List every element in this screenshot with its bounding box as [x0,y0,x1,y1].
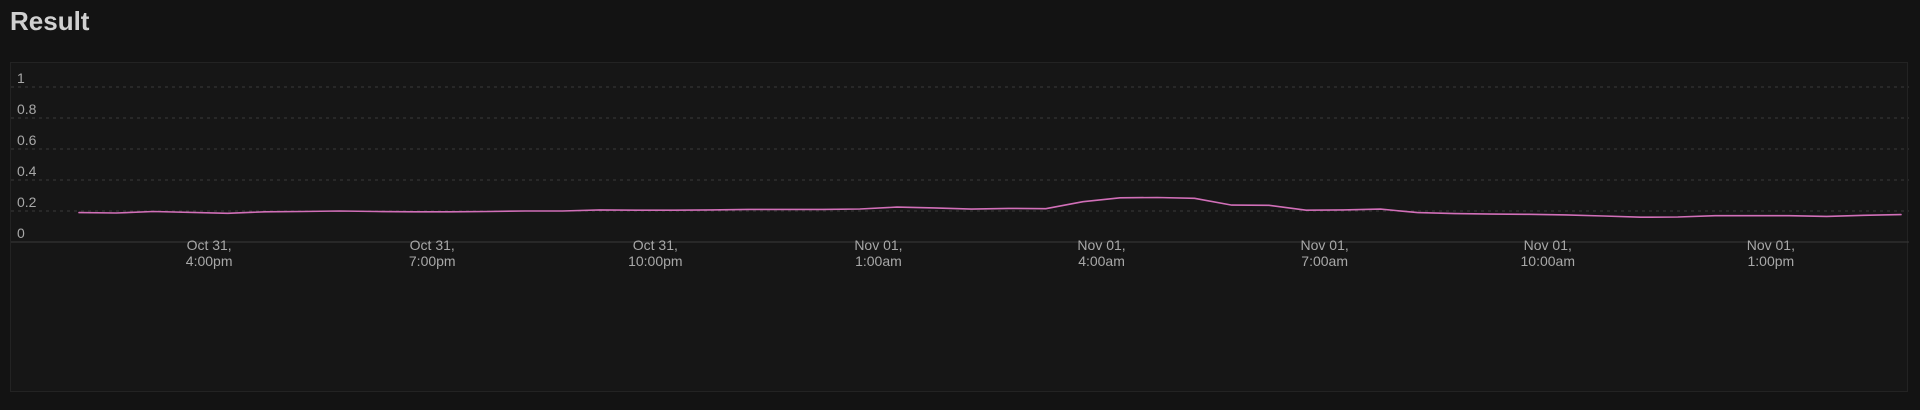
series-line [78,196,1902,218]
series-layer [78,196,1902,218]
y-tick-label: 0.2 [17,194,37,210]
x-tick-label-time: 4:00am [1078,253,1125,269]
chart-panel: 1 0.8 0.6 0.4 0.2 0 Oct 31, 4:00pm Oct 31, 7:00p… [10,62,1909,392]
x-tick-label-time: 7:00pm [409,253,456,269]
x-tick: Nov 01,10:00am [1521,237,1575,269]
x-tick-label-date: Nov 01, [1747,237,1795,253]
x-tick: Oct 31,7:00pm [409,237,456,269]
x-tick-label-time: 1:00am [855,253,902,269]
x-tick-label-date: Nov 01, [1301,237,1349,253]
x-tick-label-time: 7:00am [1301,253,1348,269]
y-axis-ticks: 1 0.8 0.6 0.4 0.2 0 [17,70,37,241]
x-tick-label-date: Nov 01, [1524,237,1572,253]
x-tick: Nov 01,1:00am [854,237,902,269]
x-tick: Nov 01,1:00pm [1747,237,1795,269]
x-tick-label-time: 10:00am [1521,253,1575,269]
y-tick-label: 0.6 [17,132,37,148]
x-tick-label-date: Oct 31, [633,237,678,253]
x-tick-label-date: Oct 31, [410,237,455,253]
x-tick: Nov 01,7:00am [1301,237,1349,269]
y-tick-label: 1 [17,70,25,86]
x-tick: Nov 01,4:00am [1077,237,1125,269]
x-tick-label-time: 4:00pm [186,253,233,269]
x-tick-label-time: 1:00pm [1748,253,1795,269]
x-tick-label-date: Oct 31, [187,237,232,253]
x-tick-label-date: Nov 01, [1077,237,1125,253]
x-tick-label-time: 10:00pm [628,253,682,269]
y-tick-label: 0 [17,225,25,241]
y-tick-label: 0.4 [17,163,37,179]
page-title: Result [10,6,90,36]
x-tick-label-date: Nov 01, [854,237,902,253]
x-tick: Oct 31,10:00pm [628,237,682,269]
y-tick-label: 0.8 [17,101,37,117]
grid-lines [11,86,1909,243]
x-tick: Oct 31,4:00pm [186,237,233,269]
